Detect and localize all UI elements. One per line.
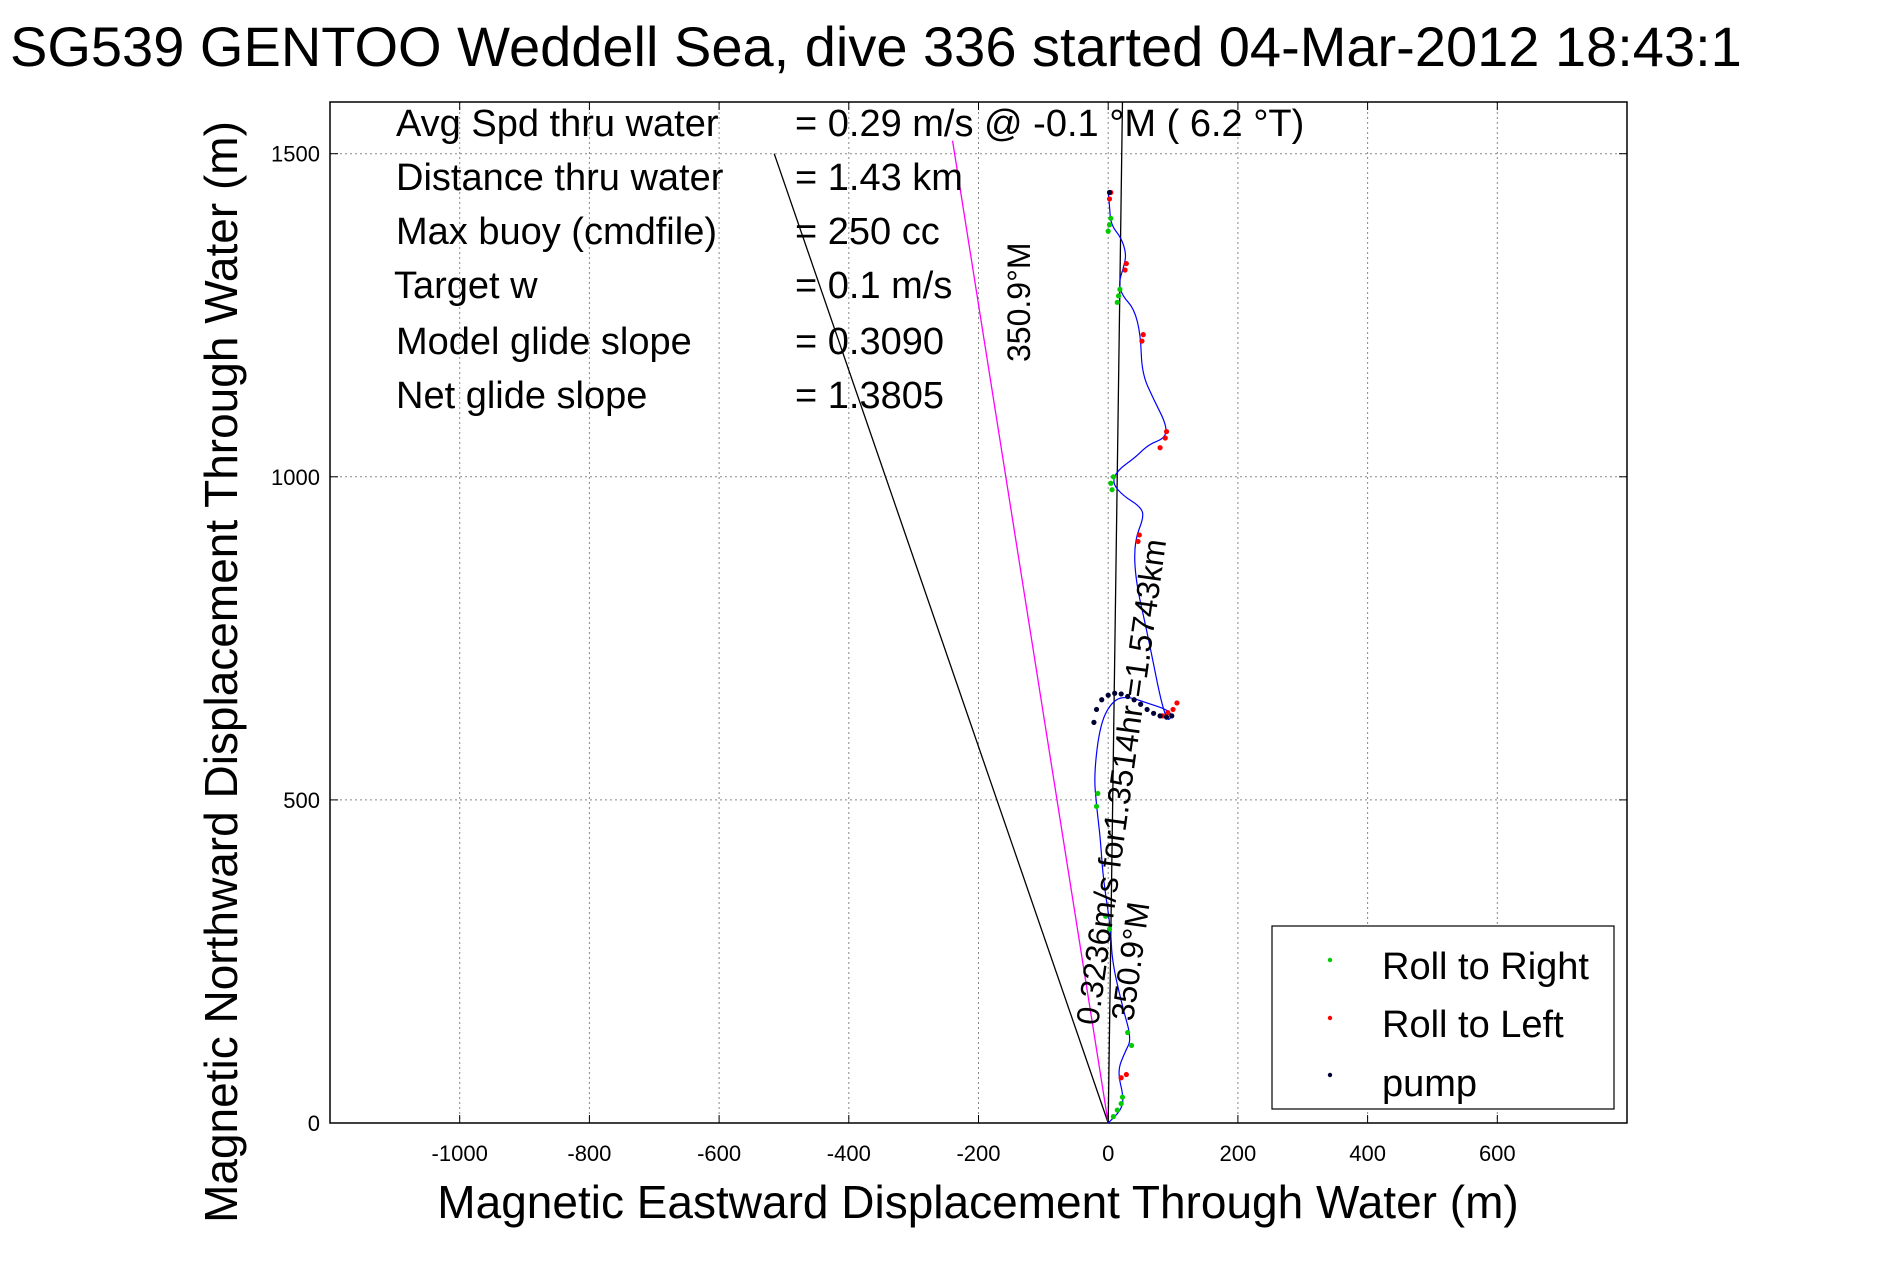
point-roll-to-right (1106, 222, 1113, 228)
point-pump (1105, 692, 1111, 698)
track-line (1094, 192, 1172, 1124)
point-roll-to-right (1118, 1101, 1124, 1107)
info-label-target-w: Target w (394, 265, 538, 307)
info-value-target-w: = 0.1 m/s (795, 265, 952, 307)
point-pump (1138, 701, 1144, 707)
point-pump (1163, 714, 1170, 720)
legend-marker-roll-right (1327, 957, 1333, 963)
track (1094, 192, 1172, 1124)
point-pump (1118, 691, 1124, 697)
point-roll-to-left (1157, 445, 1163, 451)
point-roll-to-right (1110, 1113, 1116, 1120)
point-roll-to-left (1140, 332, 1146, 338)
point-roll-to-left (1118, 1075, 1124, 1081)
point-roll-to-right (1110, 474, 1116, 480)
point-pump (1112, 690, 1118, 696)
point-roll-to-right (1119, 1094, 1126, 1100)
x-tick-label: 600 (1479, 1141, 1516, 1166)
point-roll-to-right (1106, 926, 1113, 932)
legend-label-roll-right: Roll to Right (1382, 946, 1589, 988)
y-axis-label: Magnetic Northward Displacement Through … (195, 121, 247, 1223)
point-roll-to-right (1125, 1029, 1131, 1036)
info-value-distance: = 1.43 km (795, 157, 963, 199)
point-roll-to-left (1106, 196, 1113, 202)
info-value-net-glide: = 1.3805 (795, 375, 944, 417)
point-roll-to-left (1162, 435, 1168, 441)
point-pump (1169, 713, 1175, 719)
point-roll-to-right (1105, 228, 1111, 234)
reference-lines (773, 101, 1124, 1124)
info-value-model-glide: = 0.3090 (795, 321, 944, 363)
x-tick-label: 400 (1349, 1141, 1386, 1166)
point-roll-to-left (1165, 710, 1171, 716)
point-roll-to-right (1093, 803, 1100, 809)
point-roll-to-right (1114, 1107, 1120, 1113)
point-roll-to-right (1128, 1042, 1135, 1049)
chart-title: SG539 GENTOO Weddell Sea, dive 336 start… (10, 15, 1742, 78)
legend-marker-pump (1327, 1072, 1333, 1078)
x-tick-label: -400 (827, 1141, 871, 1166)
info-block: Avg Spd thru water = 0.29 m/s @ -0.1 °M … (394, 103, 1304, 417)
y-tick-label: 500 (283, 788, 320, 813)
reference-line-net (773, 153, 1109, 1124)
point-pump (1125, 693, 1131, 700)
info-label-net-glide: Net glide slope (396, 375, 647, 417)
point-roll-to-left (1170, 706, 1176, 713)
point-roll-to-right (1108, 480, 1114, 486)
data-points (1091, 189, 1180, 1120)
point-pump (1099, 697, 1105, 703)
point-roll-to-left (1122, 267, 1128, 273)
point-pump (1144, 706, 1150, 713)
point-pump (1150, 710, 1157, 716)
x-tick-label: -800 (567, 1141, 611, 1166)
x-axis-label: Magnetic Eastward Displacement Through W… (437, 1176, 1518, 1228)
x-tick-label: -1000 (432, 1141, 488, 1166)
point-roll-to-right (1103, 913, 1109, 919)
y-tick-label: 1000 (271, 465, 320, 490)
point-roll-to-right (1117, 286, 1123, 292)
y-tick-label: 1500 (271, 142, 320, 167)
x-tick-label: -200 (956, 1141, 1000, 1166)
point-roll-to-left (1163, 428, 1170, 435)
legend-marker-roll-left (1327, 1015, 1333, 1021)
tick-labels: -1000 -800 -600 -400 -200 0 200 400 600 0 500 1000 1… (271, 142, 1516, 1166)
info-label-avg-speed: Avg Spd thru water (396, 103, 719, 145)
info-value-max-buoy: = 250 cc (795, 211, 940, 253)
info-label-max-buoy: Max buoy (cmdfile) (396, 211, 717, 253)
point-pump (1131, 697, 1137, 703)
plot-frame (329, 101, 1628, 1124)
point-roll-to-right (1114, 299, 1120, 305)
point-roll-to-left (1123, 1071, 1129, 1078)
point-pump (1106, 189, 1113, 196)
point-roll-to-right (1115, 293, 1122, 299)
x-tick-label: -600 (697, 1141, 741, 1166)
point-roll-to-left (1123, 260, 1129, 267)
point-roll-to-right (1108, 215, 1114, 221)
point-pump (1093, 706, 1100, 713)
y-tick-label: 0 (308, 1111, 320, 1136)
point-roll-to-right (1095, 790, 1101, 797)
point-pump (1091, 719, 1097, 725)
point-roll-to-left (1135, 538, 1141, 545)
x-tick-label: 200 (1220, 1141, 1257, 1166)
point-roll-to-left (1136, 532, 1142, 538)
info-label-model-glide: Model glide slope (396, 321, 692, 363)
point-roll-to-left (1174, 700, 1180, 706)
legend-label-pump: pump (1382, 1063, 1477, 1105)
reference-line-north (1107, 101, 1124, 1124)
info-value-avg-speed: = 0.29 m/s @ -0.1 °M ( 6.2 °T) (795, 103, 1304, 145)
legend-label-roll-left: Roll to Left (1382, 1004, 1564, 1046)
x-tick-label: 0 (1102, 1141, 1114, 1166)
point-roll-to-left (1139, 338, 1145, 344)
legend: Roll to Right Roll to Left pump (1271, 925, 1615, 1110)
point-roll-to-right (1109, 487, 1115, 493)
reference-line-heading (951, 140, 1109, 1124)
info-label-distance: Distance thru water (396, 157, 724, 199)
annotation-heading-top: 350.9°M (1001, 242, 1037, 362)
point-pump (1157, 713, 1163, 719)
